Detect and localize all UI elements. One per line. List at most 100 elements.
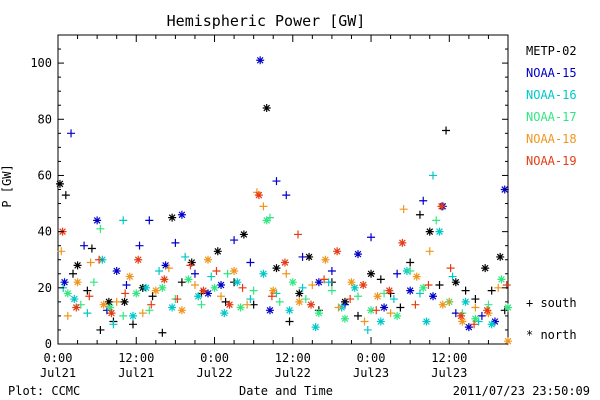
plot-frame — [57, 34, 509, 345]
data-point-north — [425, 227, 434, 236]
data-point-south — [173, 295, 182, 304]
data-point-south — [406, 258, 415, 267]
data-point-south — [294, 230, 302, 239]
data-point-south — [109, 320, 118, 329]
data-point-north — [99, 300, 108, 309]
data-point-north — [106, 303, 115, 312]
data-point-north — [295, 289, 304, 298]
data-point-north — [210, 283, 219, 292]
data-point-north — [347, 278, 356, 287]
data-point-south — [96, 325, 105, 334]
data-point-south — [57, 247, 66, 256]
data-point-north — [380, 303, 389, 312]
data-point-south — [334, 303, 343, 312]
data-point-north — [194, 292, 203, 301]
y-tick-label: 80 — [38, 112, 52, 126]
data-point-north — [471, 314, 480, 323]
data-point-south — [83, 286, 92, 295]
data-point-south — [164, 264, 173, 273]
data-point-south — [135, 241, 144, 250]
data-point-south — [298, 283, 307, 292]
legend-entry: NOAA-15 — [526, 66, 577, 80]
data-point-north — [280, 258, 289, 267]
data-point-north — [487, 320, 496, 329]
data-point-north — [120, 297, 129, 306]
data-point-south — [259, 202, 268, 211]
data-point-south — [80, 241, 89, 250]
data-point-north — [187, 258, 196, 267]
y-tick-label: 60 — [38, 168, 52, 182]
data-point-north — [321, 255, 330, 264]
data-point-south — [386, 309, 395, 318]
x-tick-label-date: Jul21 — [40, 366, 76, 380]
data-point-south — [399, 205, 408, 214]
x-axis: 0:00Jul2112:00Jul210:00Jul2212:00Jul220:… — [40, 35, 489, 380]
data-point-north — [311, 323, 320, 332]
data-point-south — [67, 129, 76, 138]
data-point-north — [225, 300, 234, 309]
plot-border — [57, 34, 509, 345]
data-point-north — [129, 311, 137, 320]
data-point-south — [298, 252, 307, 261]
data-point-south — [446, 264, 455, 273]
x-tick-label-date: Jul22 — [196, 366, 232, 380]
data-point-north — [305, 252, 314, 261]
data-point-south — [230, 236, 239, 245]
data-point-north — [256, 56, 265, 65]
data-point-north — [422, 317, 431, 326]
data-point-north — [272, 264, 281, 273]
data-point-south — [393, 269, 402, 278]
data-point-south — [435, 281, 444, 290]
data-point-north — [107, 309, 116, 318]
data-point-south — [76, 300, 85, 309]
data-point-south — [69, 269, 77, 278]
data-point-north — [55, 179, 64, 188]
data-point-north — [93, 216, 102, 225]
data-point-south — [63, 311, 72, 320]
data-point-south — [129, 320, 137, 329]
data-point-north — [393, 311, 402, 320]
symbol-legend-entry: + south — [526, 296, 577, 310]
data-point-north — [367, 269, 376, 278]
data-point-south — [411, 300, 420, 309]
data-point-south — [471, 295, 480, 304]
data-point-south — [429, 171, 437, 180]
data-point-south — [415, 210, 424, 219]
legend-entry: NOAA-16 — [526, 88, 577, 102]
data-point-north — [314, 278, 323, 287]
data-point-north — [350, 283, 359, 292]
data-point-north — [217, 281, 226, 290]
data-point-south — [190, 281, 199, 290]
data-point-north — [451, 278, 460, 287]
legend-entry: NOAA-17 — [526, 110, 577, 124]
data-point-north — [134, 255, 143, 264]
data-point-south — [223, 269, 232, 278]
data-point-south — [83, 309, 92, 318]
footer-left: Plot: CCMC — [8, 384, 80, 398]
data-point-south — [367, 233, 376, 242]
data-point-south — [177, 278, 186, 287]
data-point-north — [288, 278, 297, 287]
data-point-south — [282, 269, 291, 278]
data-point-south — [61, 191, 70, 200]
data-point-south — [147, 300, 156, 309]
data-point-north — [367, 306, 376, 315]
data-point-north — [496, 252, 505, 261]
data-point-north — [373, 292, 382, 301]
data-point-north — [429, 292, 437, 301]
data-point-north — [72, 303, 81, 312]
x-tick-label-time: 12:00 — [431, 351, 467, 365]
data-point-north — [262, 216, 271, 225]
data-point-north — [259, 269, 268, 278]
data-point-north — [184, 275, 193, 284]
data-point-north — [104, 297, 113, 306]
data-point-south — [346, 295, 355, 304]
data-point-north — [359, 281, 368, 290]
data-point-north — [295, 297, 304, 306]
data-point-south — [442, 126, 451, 135]
data-point-north — [457, 311, 466, 320]
data-point-north — [73, 261, 82, 270]
data-point-south — [285, 317, 294, 326]
data-point-north — [161, 261, 170, 270]
data-point-north — [213, 247, 222, 256]
